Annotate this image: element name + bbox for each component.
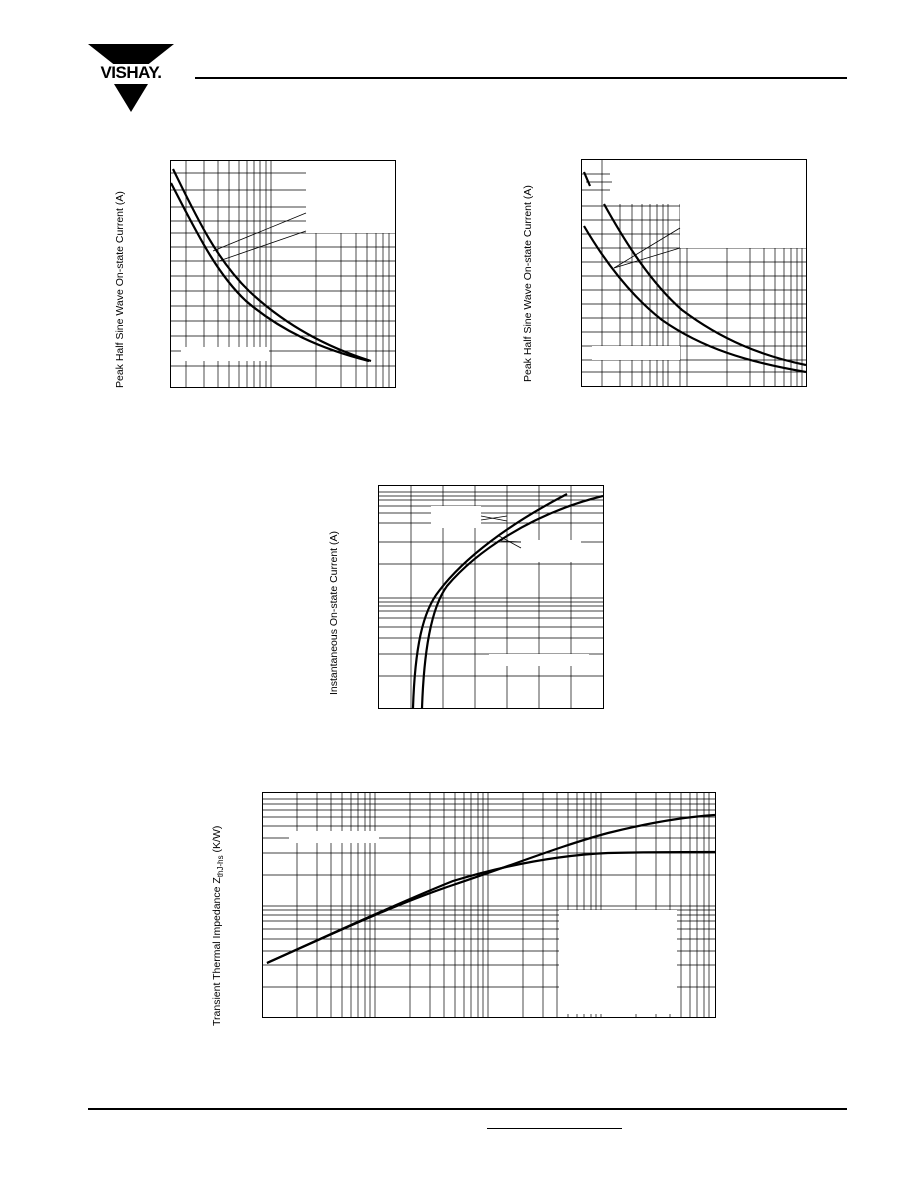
chart-tr-ylabel: Peak Half Sine Wave On-state Current (A) xyxy=(522,185,534,382)
chart-bottom-curve-2 xyxy=(266,850,715,965)
chart-mid-leader-2 xyxy=(480,515,508,521)
chart-tr-note-box xyxy=(592,346,680,360)
chart-mid-legend-box-1 xyxy=(431,506,481,528)
chart-tr-curve-1 xyxy=(583,225,806,374)
chart-mid-leader-4 xyxy=(500,540,522,543)
chart-mid-ylabel: Instantaneous On-state Current (A) xyxy=(328,531,340,695)
footer-rule xyxy=(88,1108,847,1110)
header-rule xyxy=(195,77,847,79)
chart-tl-legend-box xyxy=(306,161,395,233)
chart-bottom-ylabel-main: Transient Thermal Impedance Z xyxy=(211,877,223,1026)
chart-tr-legend-box-2 xyxy=(680,160,806,248)
chart-tr-curve-top xyxy=(582,171,592,187)
chart-mid-legend-box-2 xyxy=(521,540,581,562)
chart-mid-note-box xyxy=(489,654,589,666)
footer-link-underline[interactable] xyxy=(487,1128,622,1129)
chart-mid-leader-1 xyxy=(480,515,508,522)
chart-bottom-ylabel-unit: (K/W) xyxy=(211,825,223,856)
chart-tl xyxy=(170,160,396,388)
chart-tr xyxy=(581,159,807,387)
chart-mid-grid xyxy=(379,486,603,708)
chart-tr-leader-1 xyxy=(613,227,681,269)
chart-tl-leader-1 xyxy=(212,212,307,252)
vishay-logo: VISHAY. xyxy=(84,42,178,114)
chart-tl-note-box xyxy=(181,347,269,361)
chart-mid xyxy=(378,485,604,709)
chart-mid-curve-1 xyxy=(411,493,568,708)
chart-tl-ylabel: Peak Half Sine Wave On-state Current (A) xyxy=(114,191,126,388)
chart-bottom-legend-box xyxy=(559,910,677,1014)
chart-bottom-ylabel: Transient Thermal Impedance ZthJ-hs (K/W… xyxy=(211,826,225,1026)
chart-bottom-note-box xyxy=(289,831,379,843)
chart-tl-leader-2 xyxy=(218,230,307,262)
logo-text: VISHAY. xyxy=(100,63,161,82)
chart-tl-curve-2 xyxy=(172,168,372,363)
chart-bottom-ylabel-sub: thJ-hs xyxy=(216,855,226,878)
chart-tr-leader-2 xyxy=(613,247,681,269)
chart-tr-curve-2 xyxy=(603,203,806,367)
chart-tl-curve-1 xyxy=(171,182,370,363)
chart-bottom xyxy=(262,792,716,1018)
chart-mid-curve-2 xyxy=(420,494,603,708)
chart-tr-grid xyxy=(582,160,806,386)
